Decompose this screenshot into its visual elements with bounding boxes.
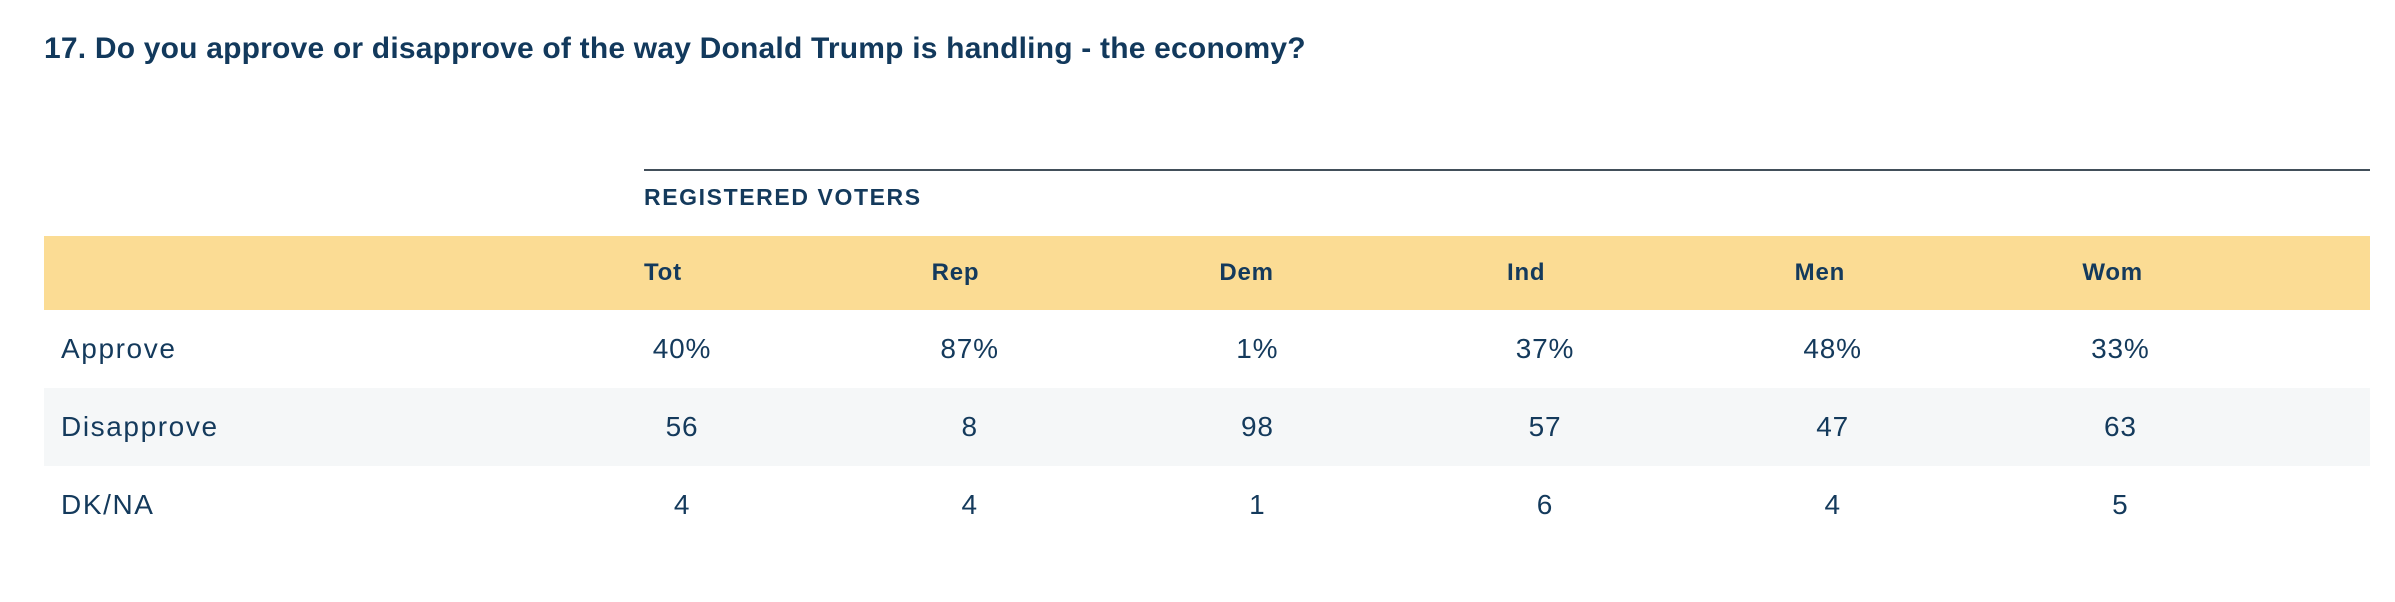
column-header-dem: Dem (1219, 236, 1507, 310)
data-cell-approve-rep: 87% (932, 310, 1220, 388)
value: 37% (1515, 333, 1575, 364)
value: 48% (1803, 333, 1862, 364)
data-cell-dkna-rep: 4 (932, 466, 1220, 544)
row-label-disapprove: Disapprove (44, 388, 644, 466)
poll-results-page: 17. Do you approve or disapprove of the … (44, 32, 2370, 544)
value: 6 (1536, 489, 1554, 520)
column-header-men: Men (1794, 236, 2083, 310)
data-cell-disapprove-ind: 57 (1506, 388, 1795, 466)
column-header-rep: Rep (931, 236, 1220, 310)
data-cell-dkna-wom: 5 (2082, 466, 2370, 544)
value: 4 (961, 489, 978, 520)
value: 4 (1824, 489, 1841, 520)
value: 1% (1236, 333, 1279, 364)
section-label: REGISTERED VOTERS (644, 184, 922, 210)
column-header-tot: Tot (644, 236, 932, 310)
section-spacer (44, 169, 644, 236)
value: 56 (665, 411, 699, 442)
value: 63 (2103, 411, 2137, 442)
data-cell-approve-wom: 33% (2082, 310, 2370, 388)
data-cell-dkna-tot: 4 (644, 466, 932, 544)
value: 98 (1240, 411, 1274, 442)
data-cell-disapprove-dem: 98 (1219, 388, 1507, 466)
column-header-ind: Ind (1506, 236, 1795, 310)
data-cell-disapprove-men: 47 (1794, 388, 2083, 466)
data-cell-dkna-men: 4 (1795, 466, 2083, 544)
data-cell-approve-men: 48% (1795, 310, 2083, 388)
value: 1 (1249, 489, 1266, 520)
value: 5 (2112, 489, 2129, 520)
question-title: 17. Do you approve or disapprove of the … (44, 32, 1306, 65)
column-header-wom: Wom (2082, 236, 2370, 310)
value: 40% (652, 333, 712, 364)
data-cell-approve-tot: 40% (644, 310, 932, 388)
data-cell-disapprove-wom: 63 (2082, 388, 2370, 466)
value: 47 (1816, 411, 1850, 442)
section-header: REGISTERED VOTERS (644, 169, 2370, 236)
value: 87% (940, 333, 999, 364)
results-table: REGISTERED VOTERS Tot Rep Dem Ind Men Wo… (44, 169, 2370, 544)
data-cell-dkna-ind: 6 (1507, 466, 1795, 544)
data-cell-disapprove-tot: 56 (644, 388, 932, 466)
value: 57 (1528, 411, 1562, 442)
row-label-dkna: DK/NA (61, 489, 155, 520)
data-cell-dkna-dem: 1 (1219, 466, 1507, 544)
data-cell-approve-dem: 1% (1219, 310, 1507, 388)
value: 4 (673, 489, 691, 520)
value: 33% (2091, 333, 2150, 364)
data-cell-disapprove-rep: 8 (931, 388, 1220, 466)
value: 8 (961, 411, 978, 442)
row-label-approve: Approve (61, 333, 177, 364)
header-corner-cell (44, 236, 644, 310)
data-cell-approve-ind: 37% (1507, 310, 1795, 388)
